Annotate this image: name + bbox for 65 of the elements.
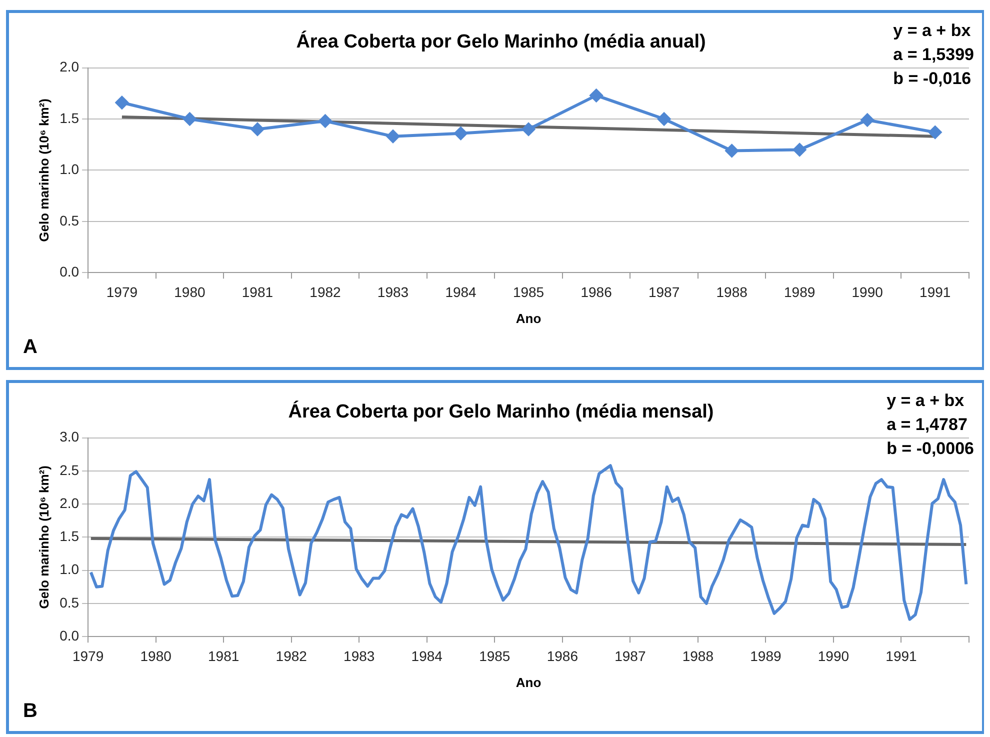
x-tick-label: 1991: [886, 648, 918, 664]
x-tick-label: 1990: [852, 284, 884, 300]
x-tick-label: 1979: [72, 648, 104, 664]
x-tick-label: 1983: [377, 284, 409, 300]
x-tick-label: 1981: [242, 284, 274, 300]
x-axis-title: Ano: [516, 674, 542, 690]
x-tick-label: 1982: [310, 284, 342, 300]
y-tick-label: 1.5: [60, 528, 80, 544]
x-tick-label: 1980: [174, 284, 206, 300]
x-tick-label: 1988: [682, 648, 714, 664]
y-tick-label: 2.0: [60, 494, 80, 511]
x-tick-label: 1985: [512, 284, 544, 300]
x-tick-label: 1987: [614, 648, 646, 664]
y-axis-title: Gelo marinho (10⁶ km²): [36, 98, 52, 242]
y-tick-label: 2.5: [60, 462, 80, 478]
x-tick-label: 1989: [784, 284, 816, 300]
text: a = 1,4787: [886, 414, 968, 436]
text: B: [23, 700, 38, 723]
point: [522, 122, 536, 136]
point: [386, 130, 400, 143]
y-tick-label: 1.0: [60, 161, 80, 178]
point: [725, 144, 738, 158]
x-tick-label: 1986: [546, 648, 578, 664]
x-tick-label: 1989: [750, 648, 782, 664]
x-tick-label: 1988: [716, 284, 748, 300]
y-tick-label: 2.0: [60, 58, 80, 75]
point: [250, 122, 264, 136]
point: [454, 126, 468, 140]
x-tick-label: 1979: [106, 284, 138, 300]
text: a = 1,5399: [893, 44, 974, 66]
y-tick-label: 1.0: [60, 561, 80, 578]
point: [318, 114, 332, 128]
y-tick-label: 1.5: [60, 110, 80, 126]
text: y = a + bx: [886, 390, 966, 412]
point: [115, 96, 128, 110]
y-tick-label: 3.0: [60, 428, 80, 445]
x-tick-label: 1980: [140, 648, 172, 664]
x-axis-title: Ano: [516, 310, 542, 326]
point: [590, 88, 603, 102]
point: [928, 126, 942, 139]
y-tick-label: 0.0: [60, 627, 80, 644]
x-tick-label: 1984: [411, 648, 443, 664]
y-tick-label: 0.5: [60, 594, 80, 610]
y-axis-title: Gelo marinho (10⁶ km²): [36, 466, 52, 609]
x-tick-label: 1981: [208, 648, 240, 664]
x-tick-label: 1982: [276, 648, 308, 664]
x-tick-label: 1985: [479, 648, 510, 664]
text: y = a + bx: [893, 20, 972, 42]
x-tick-label: 1983: [344, 648, 375, 664]
chart-title: Área Coberta por Gelo Marinho (média mensal): [288, 400, 714, 423]
x-tick-label: 1986: [580, 284, 612, 300]
annotation: b = -0,0006: [886, 438, 974, 460]
x-tick-label: 1991: [920, 284, 951, 300]
point: [860, 114, 874, 127]
x-tick-label: 1987: [648, 284, 680, 300]
x-tick-label: 1990: [818, 648, 850, 664]
y-tick-label: 0.5: [60, 212, 80, 228]
y-tick-label: 0.0: [60, 263, 80, 280]
annotation: b = -0,016: [893, 68, 972, 90]
chart-title: Área Coberta por Gelo Marinho (média anual): [296, 30, 706, 53]
text: A: [23, 336, 38, 359]
x-tick-label: 1984: [445, 284, 477, 300]
point: [183, 112, 196, 126]
point: [793, 143, 806, 156]
point: [658, 112, 671, 126]
